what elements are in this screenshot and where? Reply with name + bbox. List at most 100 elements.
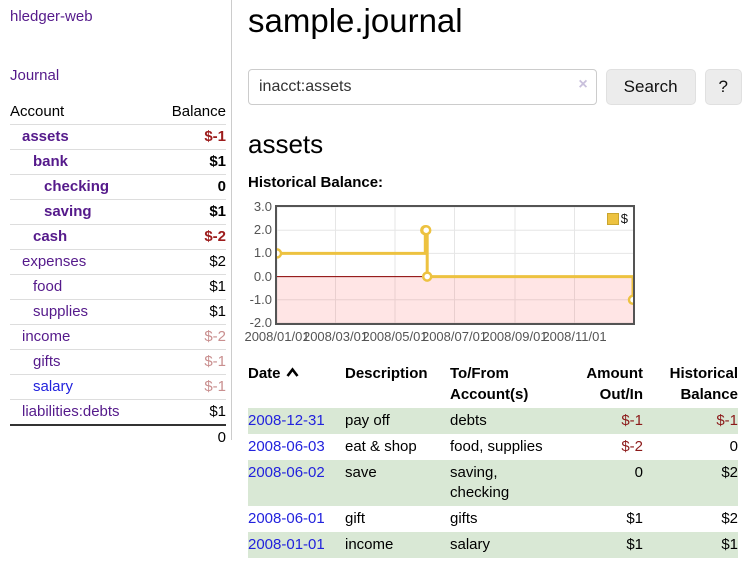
x-tick-label: 2008/11/01: [542, 329, 607, 344]
account-balance: $-1: [204, 353, 226, 370]
account-link-gifts[interactable]: gifts: [33, 353, 61, 370]
transaction-balance: $-1: [716, 412, 738, 429]
account-link-cash[interactable]: cash: [33, 228, 68, 245]
help-button[interactable]: ?: [704, 68, 742, 105]
transaction-accounts: salary: [450, 536, 491, 553]
account-heading: assets: [248, 129, 324, 159]
x-tick-label: 2008/09/01: [482, 329, 548, 344]
account-row-cash: cash $-2: [10, 225, 226, 250]
x-tick-label: 2008/05/01: [362, 329, 428, 344]
balance-chart: 3.0 2.0 1.0 0.0 -1.0 -2.0 $ 2008/01/01 2008/03…: [244, 200, 742, 347]
register-col-date[interactable]: Date: [248, 363, 345, 408]
account-balance: $1: [209, 153, 226, 170]
transaction-accounts: food, supplies: [450, 438, 543, 455]
account-row-checking: checking 0: [10, 175, 226, 200]
accounts-total-row: 0: [10, 425, 226, 450]
account-link-assets[interactable]: assets: [22, 128, 69, 145]
account-link-supplies[interactable]: supplies: [33, 303, 89, 320]
date-header-label: Date: [248, 365, 281, 382]
chart-title: Historical Balance:: [248, 174, 384, 191]
search-input[interactable]: [248, 68, 597, 105]
y-tick-label: 0.0: [253, 268, 272, 284]
account-row-assets: assets $-1: [10, 125, 226, 150]
register-col-amount: Amount Out/In: [586, 365, 643, 403]
account-balance: $-2: [204, 328, 226, 345]
chart-y-axis: 3.0 2.0 1.0 0.0 -1.0 -2.0: [248, 200, 272, 330]
account-balance: $2: [209, 253, 226, 270]
chart-plot-area[interactable]: $: [275, 205, 635, 325]
account-link-salary[interactable]: salary: [33, 378, 74, 395]
transaction-amount: $-2: [621, 438, 643, 455]
transaction-date-link[interactable]: 2008-01-01: [248, 536, 325, 553]
account-link-liabilities-debts[interactable]: liabilities:debts: [22, 403, 120, 420]
y-tick-label: 3.0: [253, 199, 272, 214]
transaction-date-link[interactable]: 2008-06-03: [248, 438, 325, 455]
sidebar: hledger-web Journal Account Balance asse…: [0, 0, 232, 446]
register-header-row: Date Description To/From Account(s) Amou…: [248, 363, 738, 408]
transaction-balance: 0: [729, 438, 738, 455]
account-row-salary: salary $-1: [10, 375, 226, 400]
x-tick-label: 2008/03/01: [302, 329, 369, 344]
page-title: sample.journal: [248, 2, 463, 39]
transaction-amount: $-1: [621, 412, 643, 429]
transaction-amount: 0: [634, 464, 643, 481]
transaction-description: save: [345, 464, 377, 481]
chart-legend: $: [604, 210, 630, 227]
account-link-saving[interactable]: saving: [44, 203, 92, 220]
account-link-food[interactable]: food: [33, 278, 63, 295]
account-row-gifts: gifts $-1: [10, 350, 226, 375]
search-form: × Search ?: [248, 68, 742, 105]
x-tick-label: 2008/01/01: [244, 329, 310, 344]
x-tick-label: 2008/07/01: [421, 329, 488, 344]
account-balance: $-1: [204, 378, 226, 395]
account-link-income[interactable]: income: [22, 328, 71, 345]
transaction-description: pay off: [345, 412, 390, 429]
account-row-supplies: supplies $1: [10, 300, 226, 325]
transaction-amount: $1: [626, 536, 643, 553]
y-tick-label: 2.0: [253, 222, 272, 238]
legend-label: $: [620, 211, 628, 226]
transaction-date-link[interactable]: 2008-06-02: [248, 464, 325, 481]
account-link-checking[interactable]: checking: [44, 178, 110, 195]
account-link-expenses[interactable]: expenses: [22, 253, 87, 270]
register-row: 2008-06-02 save saving, checking 0 $2: [248, 460, 738, 506]
account-row-food: food $1: [10, 275, 226, 300]
account-balance: $-2: [204, 228, 226, 245]
account-row-saving: saving $1: [10, 200, 226, 225]
register-col-accounts: To/From Account(s): [450, 365, 529, 403]
account-balance: $1: [209, 203, 226, 220]
account-row-expenses: expenses $2: [10, 250, 226, 275]
chart-x-axis: 2008/01/01 2008/03/01 2008/05/01 2008/07/01…: [244, 329, 697, 347]
y-tick-label: 1.0: [253, 245, 272, 261]
accounts-col-balance: Balance: [171, 103, 226, 120]
chart-canvas: [277, 207, 633, 323]
account-row-income: income $-2: [10, 325, 226, 350]
account-link-bank[interactable]: bank: [33, 153, 69, 170]
register-table: Date Description To/From Account(s) Amou…: [248, 363, 738, 558]
transaction-date-link[interactable]: 2008-06-01: [248, 510, 325, 527]
transaction-accounts: saving, checking: [450, 464, 510, 501]
brand-link[interactable]: hledger-web: [10, 8, 93, 25]
y-tick-label: -1.0: [249, 291, 272, 307]
transaction-date-link[interactable]: 2008-12-31: [248, 412, 325, 429]
accounts-table: Account Balance assets $-1 bank $1 check…: [10, 100, 226, 450]
register-col-balance: Historical Balance: [669, 365, 738, 403]
clear-search-icon[interactable]: ×: [578, 75, 588, 93]
accounts-col-account: Account: [10, 103, 65, 120]
search-button[interactable]: Search: [605, 68, 696, 105]
register-row: 2008-06-01 gift gifts $1 $2: [248, 506, 738, 532]
sidebar-item-journal[interactable]: Journal: [10, 67, 60, 84]
accounts-total-value: 0: [217, 429, 226, 446]
transaction-balance: $1: [721, 536, 738, 553]
transaction-description: gift: [345, 510, 366, 527]
y-tick-label: -2.0: [249, 315, 272, 330]
register-row: 2008-06-03 eat & shop food, supplies $-2…: [248, 434, 738, 460]
account-balance: $1: [209, 278, 226, 295]
account-balance: 0: [217, 178, 226, 195]
transaction-amount: $1: [626, 510, 643, 527]
legend-swatch-icon: [606, 212, 619, 225]
transaction-description: eat & shop: [345, 438, 417, 455]
transaction-accounts: gifts: [450, 510, 478, 527]
register-row: 2008-01-01 income salary $1 $1: [248, 532, 738, 558]
account-balance: $-1: [204, 128, 226, 145]
